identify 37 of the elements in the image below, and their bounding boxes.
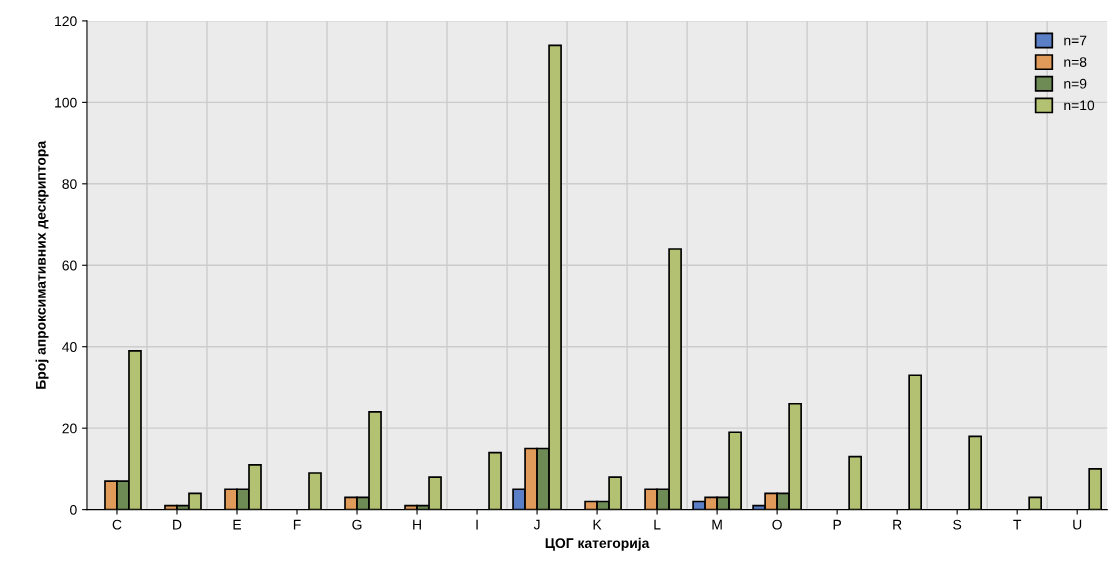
x-tick-label: I	[476, 519, 478, 530]
x-tick-label: K	[593, 519, 602, 530]
y-tick-label: 0	[70, 504, 77, 515]
x-tick-label: U	[1073, 519, 1082, 530]
bar	[308, 472, 322, 510]
legend-label: n=9	[1064, 78, 1087, 89]
x-axis-title: ЦОГ категорија	[545, 537, 650, 551]
x-tick-label: R	[893, 519, 902, 530]
x-tick-label: O	[772, 519, 782, 530]
bar	[1028, 496, 1043, 510]
y-tick-label: 80	[62, 179, 77, 189]
bar	[488, 451, 502, 510]
legend-label: n=8	[1064, 57, 1087, 67]
legend-label: n=7	[1064, 35, 1087, 46]
y-tick-label: 20	[62, 423, 77, 434]
bar	[848, 455, 862, 510]
x-tick-label: T	[1013, 519, 1022, 530]
x-tick-label: C	[112, 519, 122, 530]
x-tick-label: L	[654, 519, 661, 530]
legend-label: n=10	[1064, 100, 1095, 111]
x-tick-label: F	[293, 519, 301, 530]
y-tick-label: 120	[55, 16, 77, 27]
x-tick-label: M	[712, 519, 722, 530]
x-tick-label: H	[413, 519, 421, 530]
x-tick-label: J	[533, 519, 540, 530]
x-tick-label: G	[352, 519, 362, 530]
x-tick-label: P	[833, 519, 842, 530]
bar	[968, 435, 983, 510]
bar	[1088, 468, 1103, 510]
x-tick-label: S	[953, 519, 962, 530]
y-tick-label: 40	[62, 342, 77, 352]
x-tick-label: E	[233, 519, 242, 530]
x-tick-label: D	[173, 519, 182, 530]
bar	[908, 374, 922, 510]
y-tick-label: 100	[55, 97, 77, 108]
y-axis-title: Број апроксимативних дескриптора	[35, 140, 49, 389]
y-tick-label: 60	[62, 260, 77, 271]
